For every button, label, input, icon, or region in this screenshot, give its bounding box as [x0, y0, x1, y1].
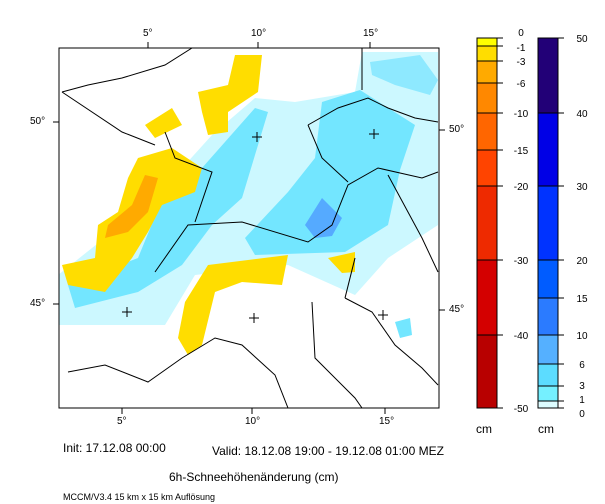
legend-positive-color-band: [538, 38, 558, 113]
legend-positive-level-label: 1: [579, 395, 585, 406]
legend-positive-level-label: 40: [576, 109, 588, 120]
legend-positive-color-band: [538, 401, 558, 408]
snow-loss-area-north: [198, 55, 262, 135]
lat-label-right-45: 45°: [449, 304, 465, 315]
legend-negative-level-label: -1: [517, 43, 526, 54]
lat-label-left-45: 45°: [30, 298, 46, 309]
map-ticks: [53, 42, 445, 414]
snow-loss-area-lux: [145, 108, 182, 138]
snow-loss-area-core: [105, 175, 158, 238]
legend-positive-unit: cm: [538, 422, 554, 436]
legend-negative-color-band: [477, 38, 497, 46]
legend-negative-color-band: [477, 335, 497, 408]
legend-positive-level-label: 15: [576, 294, 588, 305]
legend-negative-level-label: -20: [514, 182, 529, 193]
init-time: Init: 17.12.08 00:00: [63, 441, 166, 455]
legend-positive-color-band: [538, 113, 558, 186]
legend-positive-level-label: 6: [579, 360, 585, 371]
legend-negative-color-band: [477, 113, 497, 150]
map-field: [59, 48, 439, 408]
lon-label-top-5: 5°: [143, 28, 153, 39]
legend-negative-color-band: [477, 260, 497, 335]
legend-negative-level-label: -40: [514, 331, 529, 342]
borders-and-coastlines: [61, 48, 439, 408]
legend-positive-color-band: [538, 260, 558, 298]
legend-positive-color-band: [538, 386, 558, 401]
snow-gain-area-east: [245, 90, 415, 255]
legend-positive-color-band: [538, 364, 558, 386]
legend-negative-color-band: [477, 186, 497, 260]
legend-positive-color-band: [538, 298, 558, 335]
legend-negative-level-label: -6: [517, 79, 526, 90]
legend-negative-color-band: [477, 150, 497, 186]
legends: 0-1-3-6-10-15-20-30-40-50504030201510631…: [476, 28, 588, 420]
legend-positive-level-label: 50: [576, 34, 588, 45]
lon-label-bottom-5: 5°: [117, 416, 127, 427]
legend-negative-color-band: [477, 83, 497, 113]
lon-label-bottom-15: 15°: [379, 416, 395, 427]
legend-positive-level-label: 10: [576, 331, 588, 342]
snow-gain-strong-spot: [305, 198, 342, 238]
snow-gain-area-north: [370, 55, 438, 95]
figure-title: 6h-Schneehöhenänderung (cm): [169, 470, 339, 484]
legend-positive-level-label: 30: [576, 182, 588, 193]
legend-negative-color-band: [477, 61, 497, 83]
legend-positive-color-band: [538, 186, 558, 260]
lon-label-top-15: 15°: [363, 28, 379, 39]
legend-negative-color-band: [477, 46, 497, 61]
snow-loss-area-slovenia: [328, 252, 355, 273]
snow-loss-area-alps-south: [178, 255, 288, 355]
legend-negative-level-label: -50: [514, 404, 529, 415]
legend-negative-unit: cm: [476, 422, 492, 436]
legend-negative-level-label: 0: [518, 28, 524, 39]
legend-positive-color-band: [538, 335, 558, 364]
lat-label-right-50: 50°: [449, 124, 465, 135]
model-info: MCCM/V3.4 15 km x 15 km Auflösung: [63, 492, 216, 502]
legend-positive-level-label: 0: [579, 409, 585, 420]
map-frame: [58, 47, 440, 409]
legend-negative-level-label: -3: [517, 57, 526, 68]
lon-label-top-10: 10°: [251, 28, 267, 39]
legend-negative-level-label: -30: [514, 256, 529, 267]
snow-gain-area-west: [68, 108, 268, 308]
snow-gain-spot-adriatic: [395, 318, 412, 338]
legend-negative-level-label: -10: [514, 109, 529, 120]
legend-positive-level-label: 20: [576, 256, 588, 267]
legend-negative-level-label: -15: [514, 146, 529, 157]
grid-crosses: [122, 129, 388, 323]
lat-label-left-50: 50°: [30, 116, 46, 127]
legend-positive-level-label: 3: [579, 381, 585, 392]
lon-label-bottom-10: 10°: [245, 416, 261, 427]
valid-period: Valid: 18.12.08 19:00 - 19.12.08 01:00 M…: [212, 444, 444, 458]
